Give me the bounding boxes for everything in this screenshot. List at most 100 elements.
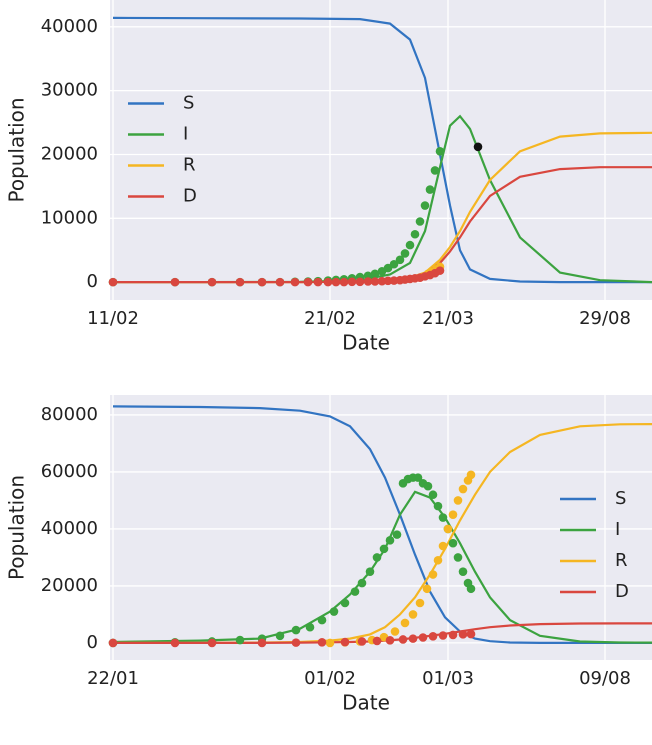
data-point xyxy=(390,627,400,636)
plot-area xyxy=(110,0,652,300)
data-point xyxy=(363,277,373,286)
data-point xyxy=(448,630,458,640)
x-tick-label: 11/02 xyxy=(87,308,139,329)
x-tick-label: 22/01 xyxy=(87,668,139,689)
data-point xyxy=(423,481,433,491)
data-point xyxy=(370,277,380,286)
x-tick-label: 01/03 xyxy=(422,668,474,689)
y-tick-label: 40000 xyxy=(41,16,98,37)
data-point xyxy=(257,638,267,648)
data-point xyxy=(466,584,476,594)
x-tick-label: 21/02 xyxy=(304,308,356,329)
data-point xyxy=(257,277,267,287)
data-point xyxy=(408,610,418,619)
data-point xyxy=(443,524,453,534)
data-point xyxy=(466,470,476,480)
data-point xyxy=(389,259,399,269)
data-point xyxy=(458,630,468,639)
data-point xyxy=(331,277,341,287)
y-tick-label: 60000 xyxy=(41,461,98,482)
data-point xyxy=(357,637,367,646)
series-line xyxy=(112,490,652,644)
x-tick-label: 09/08 xyxy=(579,668,631,689)
data-point xyxy=(108,638,118,648)
plot-area xyxy=(110,395,652,660)
data-point xyxy=(435,266,445,275)
y-tick-label: 40000 xyxy=(41,518,98,539)
data-point xyxy=(372,636,382,646)
data-point xyxy=(433,555,443,565)
x-tick-label: 21/03 xyxy=(422,308,474,329)
data-point xyxy=(428,570,438,579)
data-point xyxy=(350,587,360,596)
x-axis-label: Date xyxy=(342,691,390,715)
data-point xyxy=(379,544,389,554)
data-point xyxy=(275,631,285,641)
data-point xyxy=(357,578,367,588)
y-tick-label: 80000 xyxy=(41,404,98,425)
subplot: 0 10000 20000 30000 40000 11/02 21/02 21/03 29/0… xyxy=(5,0,652,355)
x-tick-label: 29/08 xyxy=(579,308,631,329)
y-tick-label: 20000 xyxy=(41,143,98,164)
data-point xyxy=(453,496,463,505)
data-point xyxy=(235,635,245,645)
data-point xyxy=(323,277,333,287)
data-point xyxy=(453,553,463,562)
legend-label: D xyxy=(183,186,197,207)
data-point xyxy=(395,255,405,265)
data-point xyxy=(339,277,349,287)
data-point xyxy=(420,201,430,210)
data-point xyxy=(365,567,375,576)
y-axis-label: Population xyxy=(5,475,29,580)
data-point xyxy=(428,632,438,641)
data-point xyxy=(448,538,458,548)
data-point xyxy=(170,277,180,287)
data-point xyxy=(435,146,445,156)
data-point xyxy=(317,638,327,647)
y-axis-label: Population xyxy=(5,97,29,202)
data-point xyxy=(303,277,313,287)
data-point xyxy=(372,553,382,562)
data-point xyxy=(385,636,395,645)
data-point xyxy=(207,638,217,648)
data-point xyxy=(385,536,395,545)
y-tick-label: 0 xyxy=(87,632,98,653)
data-point xyxy=(207,277,217,287)
data-point xyxy=(438,513,448,522)
data-point xyxy=(329,607,339,616)
data-point xyxy=(108,277,118,287)
data-point xyxy=(400,618,410,628)
data-point xyxy=(170,638,180,648)
subplot: 0 20000 40000 60000 80000 22/01 01/02 01/03 09/0… xyxy=(5,395,652,715)
legend-label: S xyxy=(183,93,194,114)
data-point xyxy=(305,622,315,632)
data-point xyxy=(275,277,285,287)
data-point xyxy=(430,166,440,175)
data-point xyxy=(415,598,425,608)
data-point xyxy=(392,530,402,539)
data-point xyxy=(418,633,428,642)
series-line xyxy=(112,16,652,284)
data-point xyxy=(340,598,350,608)
data-point xyxy=(405,240,415,250)
data-point xyxy=(438,631,448,640)
data-point xyxy=(340,637,350,647)
data-point xyxy=(370,269,380,279)
y-tick-label: 10000 xyxy=(41,207,98,228)
x-axis-label: Date xyxy=(342,331,390,355)
y-tick-label: 0 xyxy=(87,271,98,292)
data-point xyxy=(325,638,335,648)
data-point xyxy=(355,277,365,287)
legend-label: S xyxy=(615,488,626,509)
data-point xyxy=(398,635,408,644)
series-line xyxy=(112,405,652,644)
data-point xyxy=(473,142,483,152)
data-point xyxy=(290,277,300,287)
legend-label: R xyxy=(615,550,628,571)
data-point xyxy=(428,490,438,500)
data-point xyxy=(410,229,420,239)
y-tick-label: 20000 xyxy=(41,575,98,596)
data-point xyxy=(400,249,410,258)
y-tick-label: 30000 xyxy=(41,80,98,101)
